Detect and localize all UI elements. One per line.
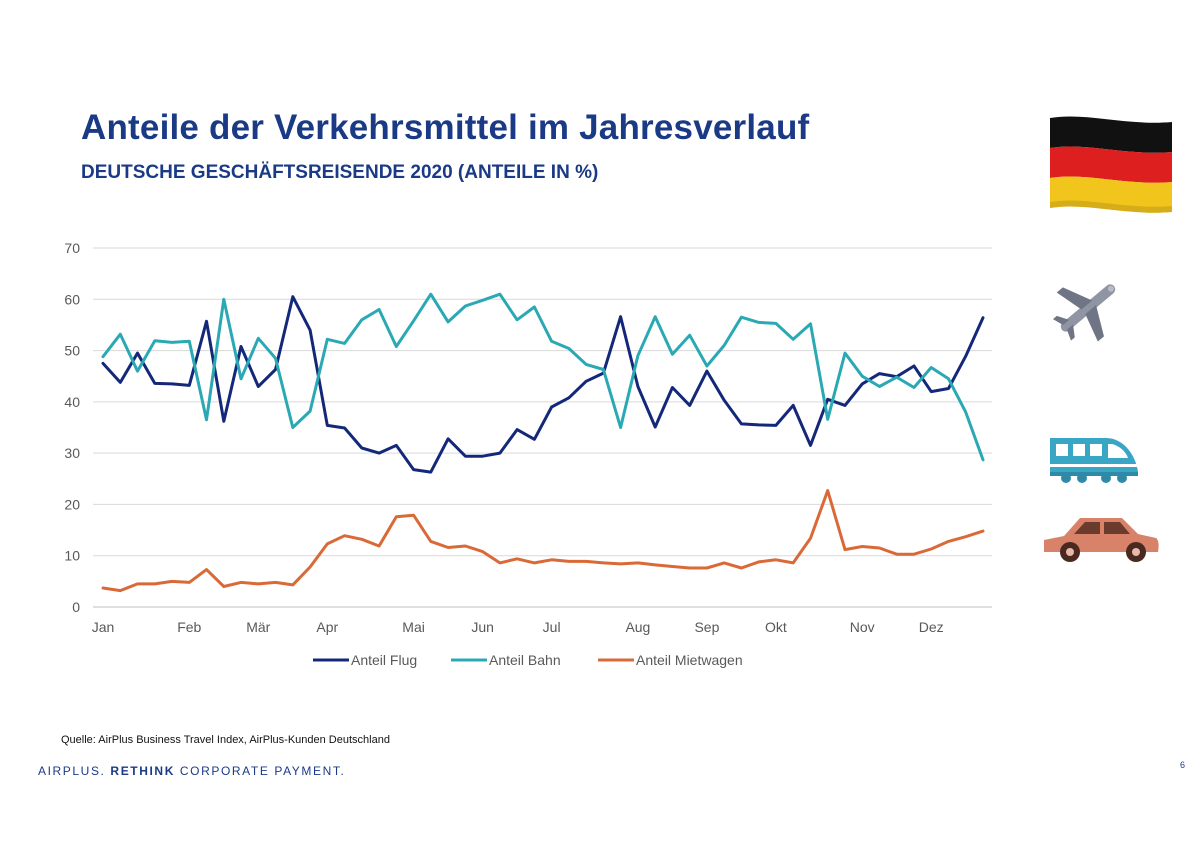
airplane-icon xyxy=(1052,284,1116,342)
series-line-anteil-bahn xyxy=(101,292,985,462)
x-tick-label: Nov xyxy=(850,619,875,635)
car-icon xyxy=(1044,518,1159,562)
y-tick-label: 30 xyxy=(64,445,80,461)
x-tick-label: Apr xyxy=(316,619,338,635)
legend: Anteil Flug Anteil Bahn Anteil Mietwagen xyxy=(313,652,743,668)
x-tick-label: Mär xyxy=(246,619,270,635)
x-tick-label: Sep xyxy=(694,619,719,635)
train-icon xyxy=(1050,438,1138,483)
legend-label: Anteil Mietwagen xyxy=(636,652,743,668)
page-subtitle: DEUTSCHE GESCHÄFTSREISENDE 2020 (ANTEILE… xyxy=(81,162,599,183)
series-line-anteil-flug xyxy=(101,295,985,474)
x-tick-label: Aug xyxy=(625,619,650,635)
y-tick-label: 10 xyxy=(64,548,80,564)
series-line-anteil-mietwagen xyxy=(101,489,985,593)
y-tick-label: 50 xyxy=(64,343,80,359)
brand-tagline: AIRPLUS. RETHINK CORPORATE PAYMENT. xyxy=(38,764,346,778)
x-tick-label: Mai xyxy=(402,619,425,635)
x-tick-label: Feb xyxy=(177,619,201,635)
series-lines xyxy=(101,292,985,593)
legend-label: Anteil Bahn xyxy=(489,652,561,668)
page-title: Anteile der Verkehrsmittel im Jahresverl… xyxy=(81,108,810,147)
y-tick-label: 70 xyxy=(64,240,80,256)
y-tick-label: 40 xyxy=(64,394,80,410)
legend-label: Anteil Flug xyxy=(351,652,417,668)
x-axis-ticks: Jan Feb Mär Apr Mai Jun Jul Aug Sep Okt Nov Dez xyxy=(92,619,944,635)
x-tick-label: Jul xyxy=(543,619,561,635)
gridlines xyxy=(93,247,992,608)
x-tick-label: Dez xyxy=(919,619,944,635)
x-tick-label: Jan xyxy=(92,619,115,635)
x-tick-label: Jun xyxy=(471,619,494,635)
y-tick-label: 20 xyxy=(64,496,80,512)
y-tick-label: 60 xyxy=(64,291,80,307)
x-tick-label: Okt xyxy=(765,619,787,635)
y-tick-label: 0 xyxy=(72,599,80,615)
source-note: Quelle: AirPlus Business Travel Index, A… xyxy=(61,734,390,746)
y-axis-ticks: 0 10 20 30 40 50 60 70 xyxy=(64,240,80,615)
page-number: 6 xyxy=(1180,760,1186,770)
germany-flag-icon xyxy=(1050,116,1172,213)
